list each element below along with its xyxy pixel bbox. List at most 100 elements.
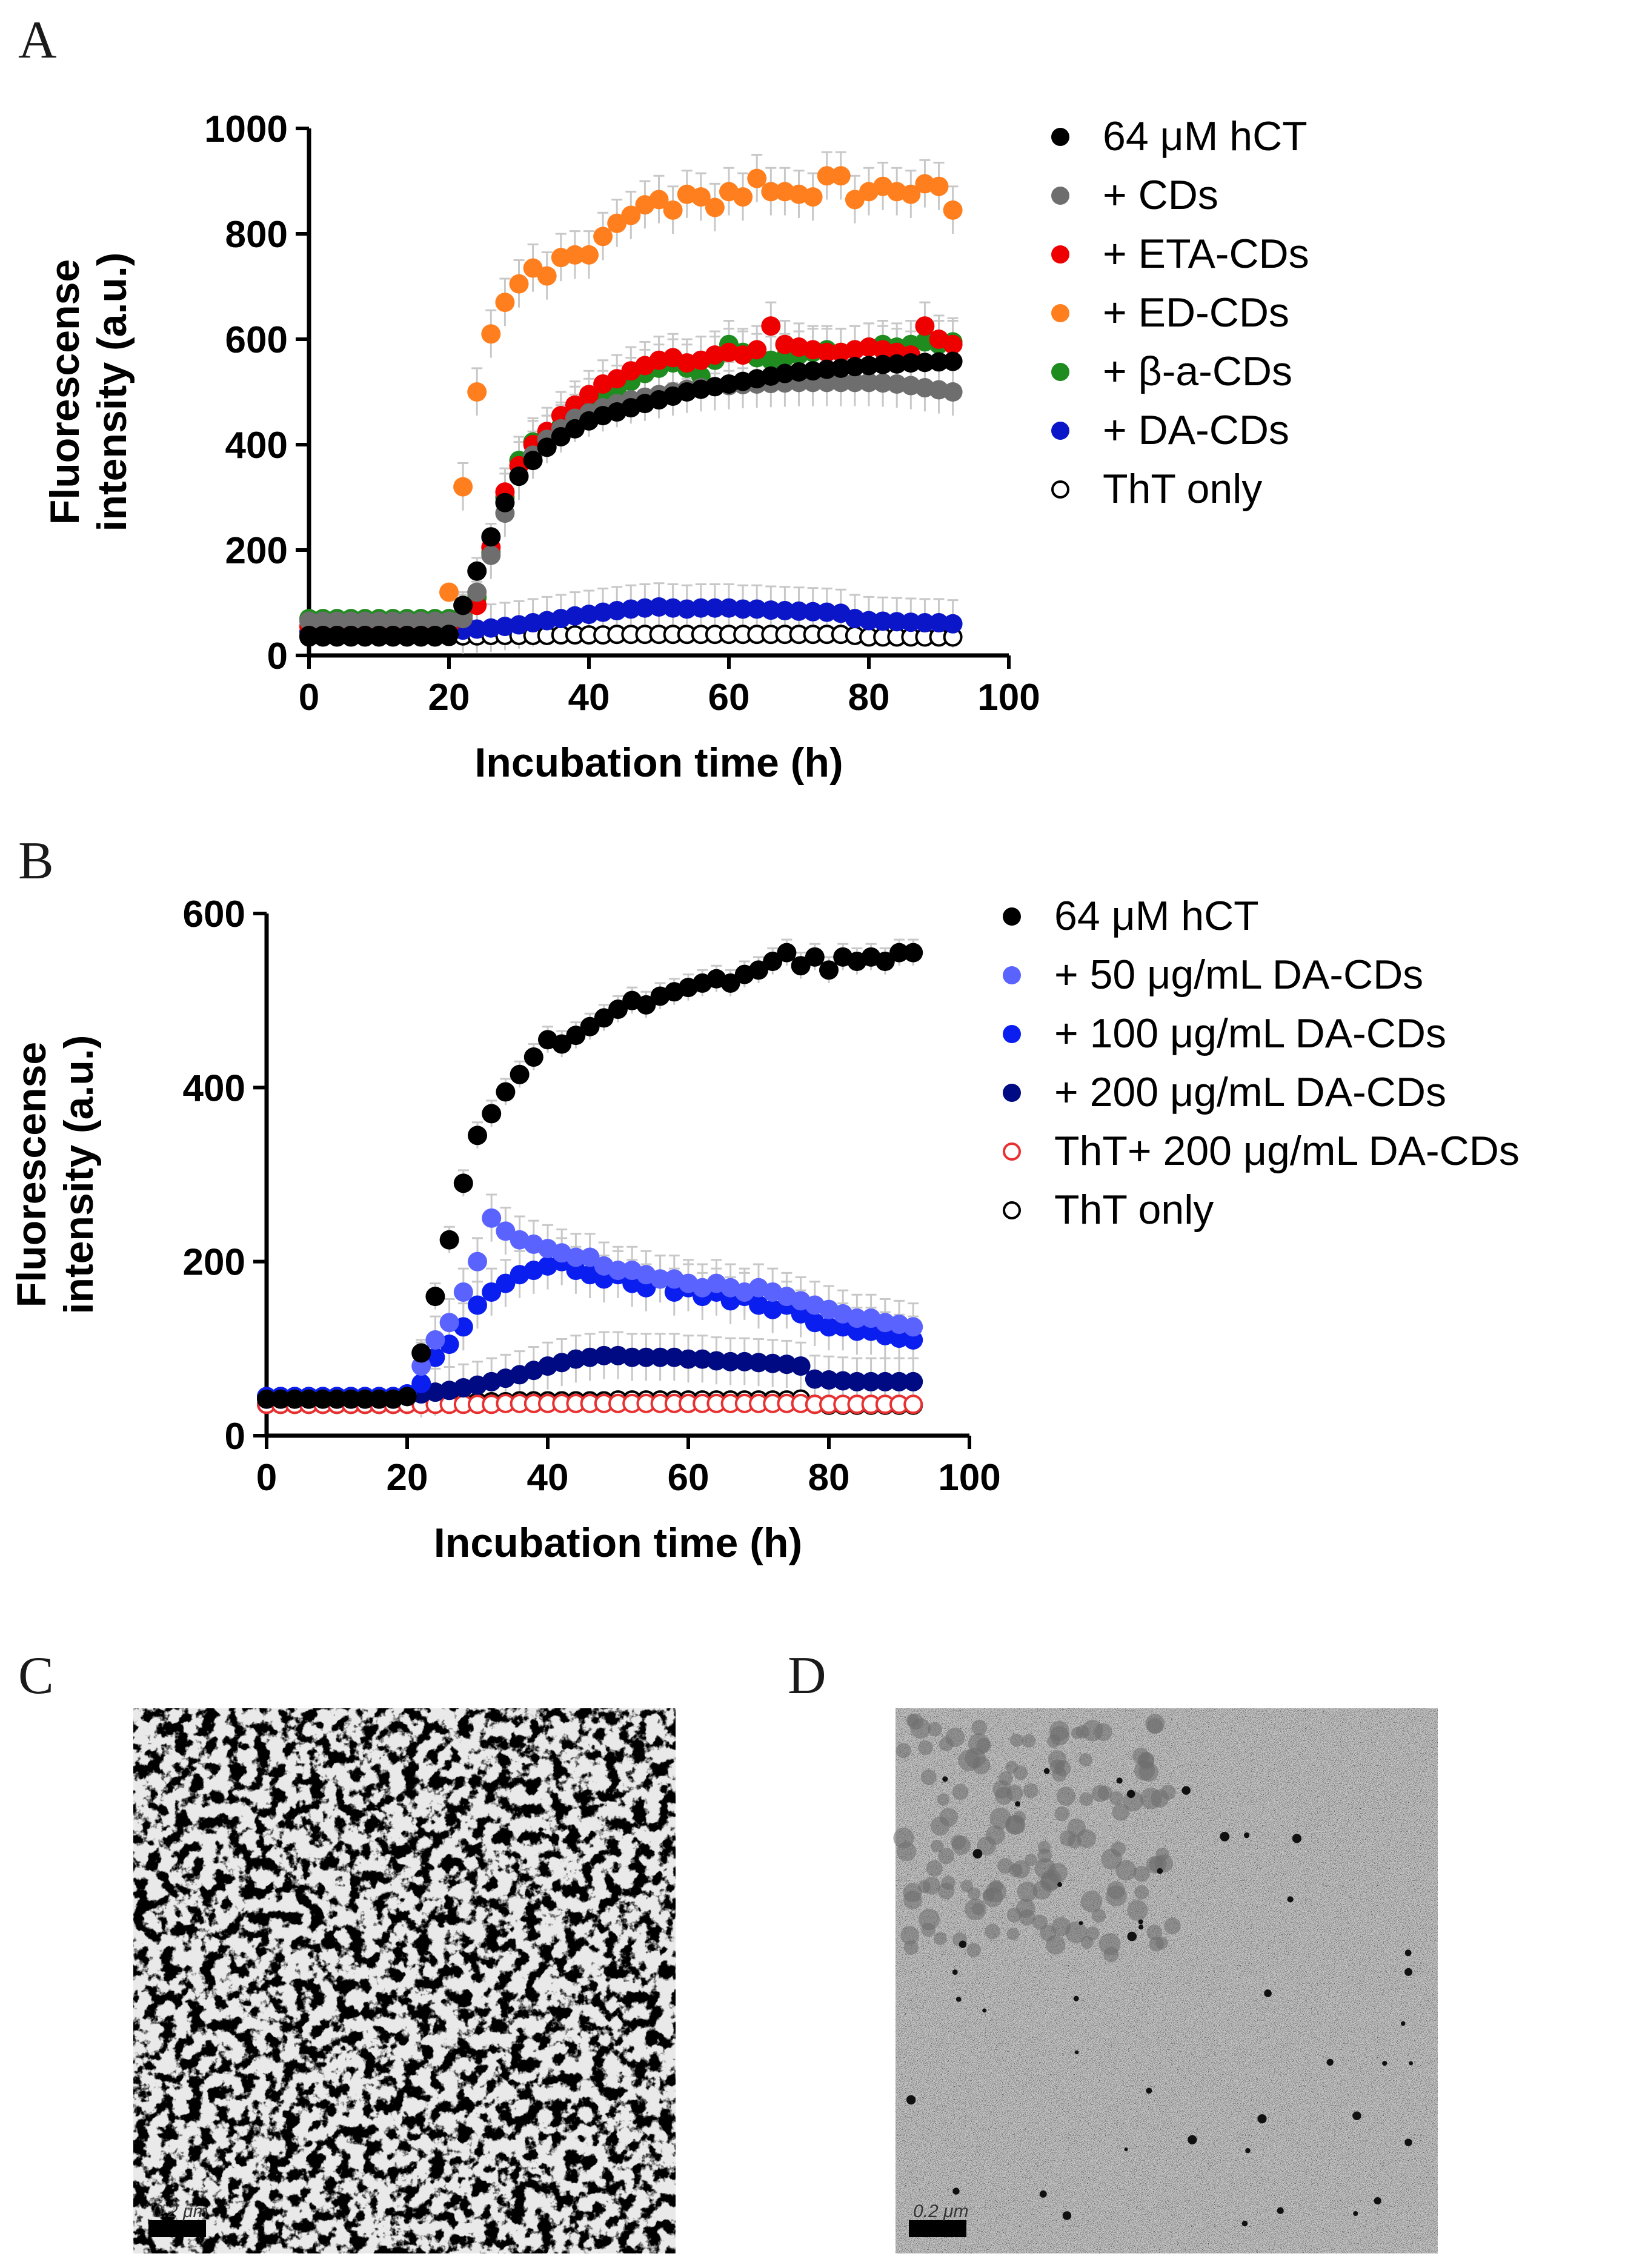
particle xyxy=(921,1922,935,1937)
data-point xyxy=(691,187,711,207)
particle xyxy=(896,1842,917,1862)
data-point xyxy=(397,611,417,631)
data-point xyxy=(889,943,909,963)
data-point xyxy=(861,1371,881,1391)
data-point xyxy=(327,625,347,645)
data-point xyxy=(425,1382,445,1402)
legend-label: + CDs xyxy=(1103,172,1218,218)
data-point xyxy=(663,200,683,220)
data-point xyxy=(537,266,557,286)
data-point xyxy=(566,1026,586,1046)
particle xyxy=(1051,1917,1071,1937)
particle-dark xyxy=(1404,1949,1412,1957)
x-tick-label: 80 xyxy=(808,1457,850,1499)
data-point xyxy=(496,1221,516,1241)
particle-dark xyxy=(1188,2135,1197,2144)
scale-label-c: 0.2 μm xyxy=(153,2201,208,2221)
legend-label: + 200 μg/mL DA-CDs xyxy=(1054,1069,1446,1115)
data-point xyxy=(566,1247,586,1267)
legend-marker xyxy=(1051,187,1069,205)
data-point xyxy=(943,382,963,402)
particle-dark xyxy=(1243,1832,1250,1839)
data-point xyxy=(467,382,487,402)
particle xyxy=(928,1722,942,1737)
data-point xyxy=(901,353,921,373)
particle xyxy=(985,1881,1007,1903)
particle xyxy=(903,1940,919,1955)
legend-marker xyxy=(1051,363,1069,381)
particle-dark xyxy=(952,2187,960,2195)
data-point xyxy=(580,1247,600,1267)
data-point xyxy=(943,614,963,634)
data-point xyxy=(663,598,683,618)
data-point xyxy=(833,1371,853,1391)
data-point xyxy=(341,611,361,631)
data-point xyxy=(831,373,851,393)
particle xyxy=(1006,1928,1020,1940)
data-point xyxy=(467,582,487,602)
data-point xyxy=(383,625,403,645)
particle xyxy=(1080,1935,1094,1949)
panel-letter-d: D xyxy=(788,1646,826,1705)
particle xyxy=(1037,1840,1051,1854)
data-point xyxy=(467,561,487,581)
particle-dark xyxy=(1382,2060,1387,2066)
particle xyxy=(951,1834,966,1850)
data-point xyxy=(943,351,963,371)
y-tick-label: 200 xyxy=(183,1242,245,1284)
data-point xyxy=(425,1287,445,1307)
particle xyxy=(900,1926,919,1945)
data-point xyxy=(622,1347,642,1367)
data-point xyxy=(313,611,333,631)
particle-dark xyxy=(1126,1789,1135,1799)
data-point xyxy=(803,361,823,381)
particle-dark xyxy=(1138,1919,1143,1925)
data-point xyxy=(749,960,768,980)
particle xyxy=(1013,1811,1026,1824)
particle xyxy=(1155,1847,1169,1861)
data-point xyxy=(789,601,809,621)
data-point xyxy=(915,353,935,373)
data-point xyxy=(439,625,459,645)
particle xyxy=(1023,1783,1039,1799)
particle xyxy=(1146,1718,1163,1734)
data-point xyxy=(889,1371,909,1391)
particle xyxy=(1080,1891,1103,1912)
data-point xyxy=(453,595,473,615)
particle-dark xyxy=(1409,2061,1414,2066)
particle-dark xyxy=(1257,2114,1267,2124)
data-point xyxy=(873,611,893,631)
chart-a: 0 20 40 60 80 10002004006008001000Incubation … xyxy=(42,108,1309,786)
data-point xyxy=(580,1347,600,1367)
data-point xyxy=(817,342,837,362)
data-point xyxy=(299,611,319,631)
data-point xyxy=(397,625,417,645)
x-tick-label: 100 xyxy=(938,1457,1000,1499)
data-point xyxy=(805,947,825,967)
data-point xyxy=(719,598,739,618)
x-tick-label: 60 xyxy=(668,1457,710,1499)
data-point xyxy=(887,612,907,632)
particle-dark xyxy=(1287,1896,1294,1903)
data-point xyxy=(482,1282,502,1302)
data-point xyxy=(299,625,319,645)
data-point xyxy=(383,611,403,631)
particle-dark xyxy=(1057,1882,1063,1887)
data-point xyxy=(875,1371,895,1391)
particle-dark xyxy=(1404,1968,1413,1976)
data-point xyxy=(777,1354,797,1374)
data-point xyxy=(749,1353,768,1373)
data-point xyxy=(439,1230,459,1250)
data-point xyxy=(761,316,781,336)
data-point xyxy=(677,599,697,619)
data-point xyxy=(903,1317,923,1337)
data-point xyxy=(608,1000,628,1020)
particle xyxy=(1009,1733,1023,1747)
particle-dark xyxy=(1015,1801,1021,1807)
particle xyxy=(931,1840,944,1853)
data-point xyxy=(873,373,893,393)
particle xyxy=(998,1771,1013,1786)
data-point xyxy=(411,1343,431,1363)
legend-label: + ETA-CDs xyxy=(1103,231,1309,277)
data-point xyxy=(468,1295,487,1315)
